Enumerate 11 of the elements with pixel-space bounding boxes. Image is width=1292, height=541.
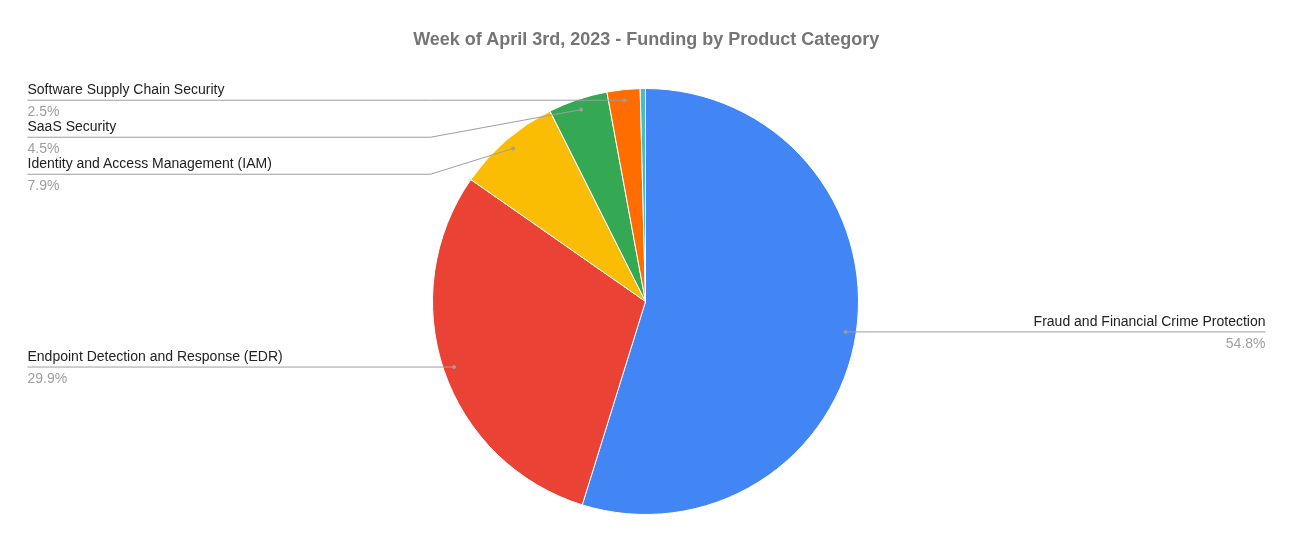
slice-label: SaaS Security [27, 118, 117, 135]
data-label: 29.9% [27, 370, 68, 387]
data-label: 4.5% [27, 140, 60, 157]
slice-label: Identity and Access Management (IAM) [27, 155, 272, 172]
data-label: 54.8% [1225, 334, 1266, 351]
chart-title: Week of April 3rd, 2023 - Funding by Product Category [413, 28, 880, 49]
data-label: 7.9% [27, 177, 60, 194]
slice-label: Software Supply Chain Security [27, 81, 225, 98]
slice-label: Fraud and Financial Crime Protection [1033, 312, 1266, 329]
data-label: 2.5% [27, 103, 60, 120]
slice-label: Endpoint Detection and Response (EDR) [27, 348, 283, 365]
